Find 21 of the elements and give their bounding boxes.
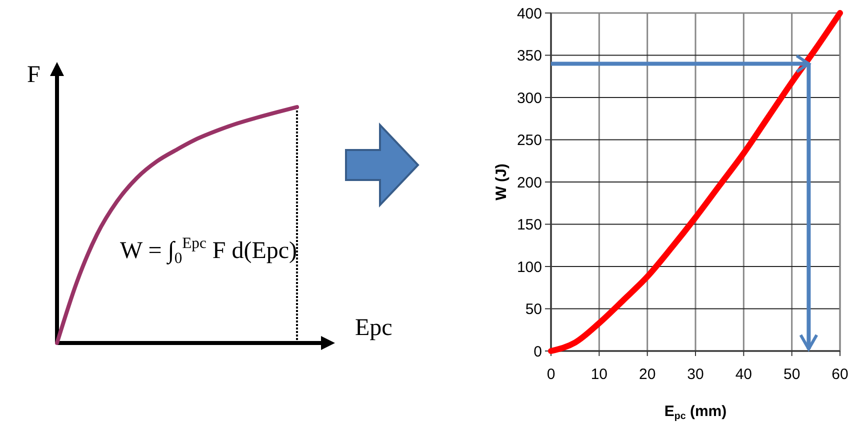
x-tick-label: 10 [590, 366, 608, 383]
y-tick-label: 300 [516, 90, 542, 107]
y-tick-label: 350 [516, 48, 542, 64]
x-axis-title: E$_{pc}$ (mm) [664, 403, 727, 422]
y-tick-label: 0 [534, 343, 542, 360]
x-axis-title: Epc [355, 315, 392, 341]
x-tick-label: 60 [832, 366, 848, 383]
y-tick-label: 200 [516, 174, 542, 192]
y-tick-label: 250 [516, 132, 542, 149]
y-axis-title: W (J) [493, 164, 510, 200]
annotation: W = ∫$_{0}$$^{Epc}$ F d(Epc) [120, 235, 298, 267]
y-tick-label: 100 [516, 258, 542, 276]
y-axis-title: F [27, 62, 40, 88]
x-tick-label: 0 [546, 366, 556, 383]
x-tick-label: 50 [783, 366, 800, 383]
y-tick-label: 400 [516, 5, 542, 22]
y-tick-label: 150 [516, 216, 542, 234]
y-tick-label: 50 [525, 301, 542, 318]
x-tick-label: 30 [687, 366, 704, 383]
x-tick-label: 40 [735, 366, 752, 383]
x-tick-label: 20 [638, 366, 656, 383]
